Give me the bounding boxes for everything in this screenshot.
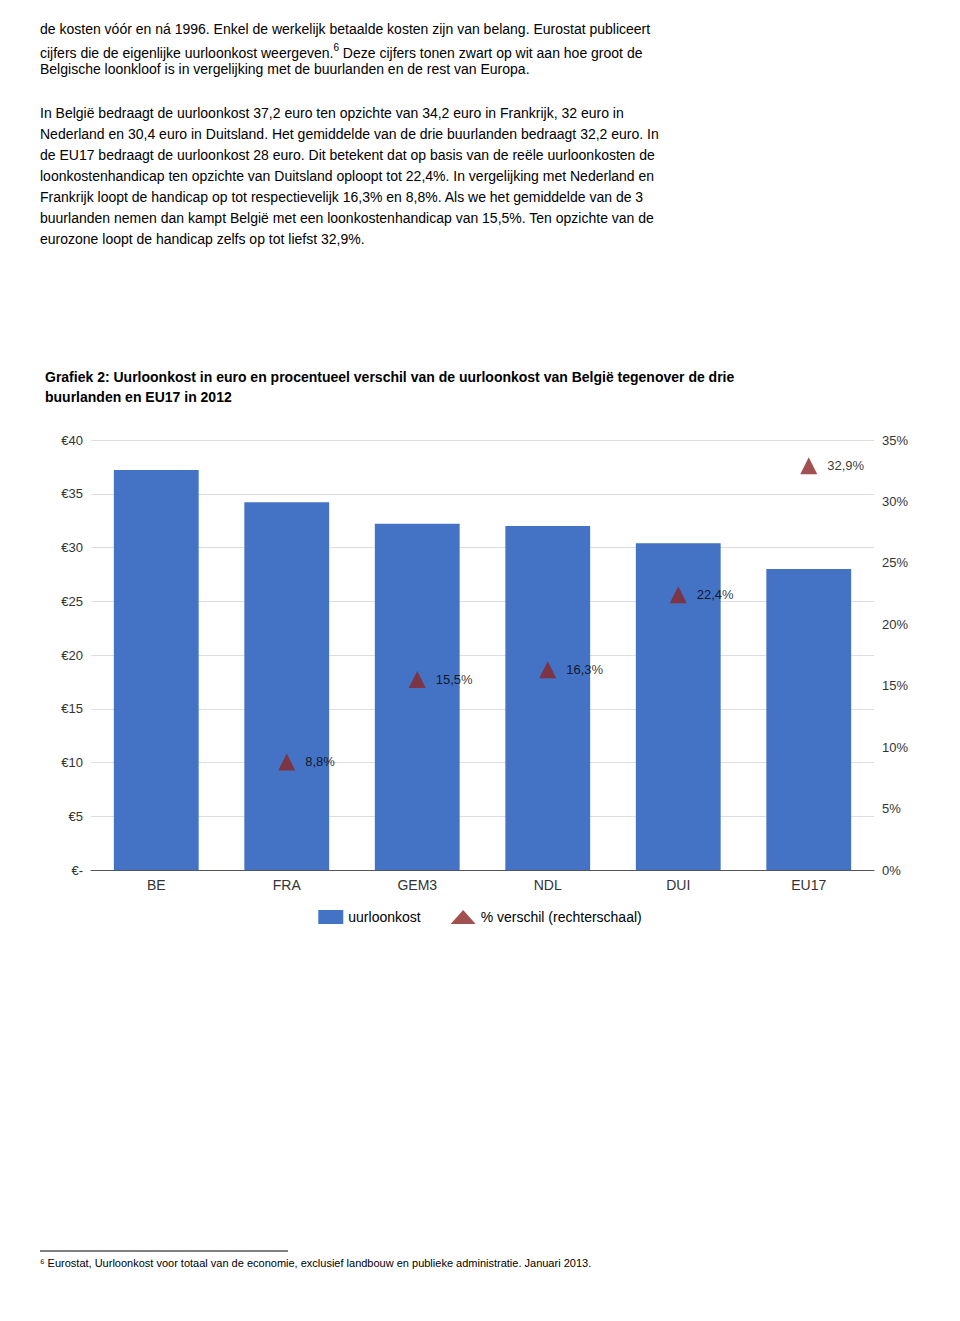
svg-text:Frankrijk loopt de handicap op: Frankrijk loopt de handicap op tot respe… <box>40 189 643 205</box>
svg-text:loonkostenhandicap ten opzicht: loonkostenhandicap ten opzichte van Duit… <box>40 168 654 184</box>
svg-text:uurloonkost: uurloonkost <box>348 909 420 925</box>
svg-text:FRA: FRA <box>273 877 302 893</box>
svg-text:25%: 25% <box>882 555 908 570</box>
svg-text:⁶ Eurostat, Uurloonkost voor t: ⁶ Eurostat, Uurloonkost voor totaal van … <box>40 1257 591 1269</box>
svg-text:30%: 30% <box>882 494 908 509</box>
svg-text:buurlanden en EU17 in 2012: buurlanden en EU17 in 2012 <box>45 389 232 405</box>
svg-text:de kosten vóór en ná 1996. Enk: de kosten vóór en ná 1996. Enkel de werk… <box>40 21 650 37</box>
svg-text:€40: €40 <box>61 433 83 448</box>
svg-text:Nederland en 30,4 euro in Duit: Nederland en 30,4 euro in Duitsland. Het… <box>40 126 659 142</box>
svg-text:5%: 5% <box>882 801 901 816</box>
svg-text:0%: 0% <box>882 863 901 878</box>
svg-text:20%: 20% <box>882 617 908 632</box>
svg-text:Grafiek 2: Uurloonkost in euro: Grafiek 2: Uurloonkost in euro en procen… <box>45 369 734 385</box>
svg-text:% verschil (rechterschaal): % verschil (rechterschaal) <box>481 909 642 925</box>
svg-text:buurlanden nemen dan kampt Bel: buurlanden nemen dan kampt België met ee… <box>40 210 654 226</box>
svg-text:15,5%: 15,5% <box>436 672 473 687</box>
svg-text:NDL: NDL <box>534 877 562 893</box>
svg-text:eurozone loopt de handicap zel: eurozone loopt de handicap zelfs op tot … <box>40 231 365 247</box>
svg-text:€5: €5 <box>69 809 83 824</box>
svg-text:32,9%: 32,9% <box>827 458 864 473</box>
svg-text:€35: €35 <box>61 486 83 501</box>
svg-text:EU17: EU17 <box>791 877 826 893</box>
svg-text:€10: €10 <box>61 755 83 770</box>
svg-text:BE: BE <box>147 877 166 893</box>
svg-text:10%: 10% <box>882 740 908 755</box>
svg-text:Deze cijfers tonen zwart op wi: Deze cijfers tonen zwart op wit aan hoe … <box>339 45 643 61</box>
svg-text:15%: 15% <box>882 678 908 693</box>
svg-text:€20: €20 <box>61 648 83 663</box>
svg-text:GEM3: GEM3 <box>397 877 437 893</box>
svg-text:€15: €15 <box>61 701 83 716</box>
svg-text:DUI: DUI <box>666 877 690 893</box>
svg-text:16,3%: 16,3% <box>566 662 603 677</box>
svg-text:cijfers die de eigenlijke uurl: cijfers die de eigenlijke uurloonkost we… <box>40 45 333 61</box>
svg-text:€25: €25 <box>61 594 83 609</box>
svg-text:6: 6 <box>333 41 339 53</box>
svg-text:Belgische loonkloof is in verg: Belgische loonkloof is in vergelijking m… <box>40 61 530 77</box>
svg-text:de EU17 bedraagt de uurloonkos: de EU17 bedraagt de uurloonkost 28 euro.… <box>40 147 655 163</box>
svg-text:In België bedraagt de uurloonk: In België bedraagt de uurloonkost 37,2 e… <box>40 105 624 121</box>
svg-text:€-: €- <box>71 863 83 878</box>
svg-text:22,4%: 22,4% <box>697 587 734 602</box>
svg-text:8,8%: 8,8% <box>305 754 335 769</box>
svg-text:35%: 35% <box>882 433 908 448</box>
svg-text:€30: €30 <box>61 540 83 555</box>
